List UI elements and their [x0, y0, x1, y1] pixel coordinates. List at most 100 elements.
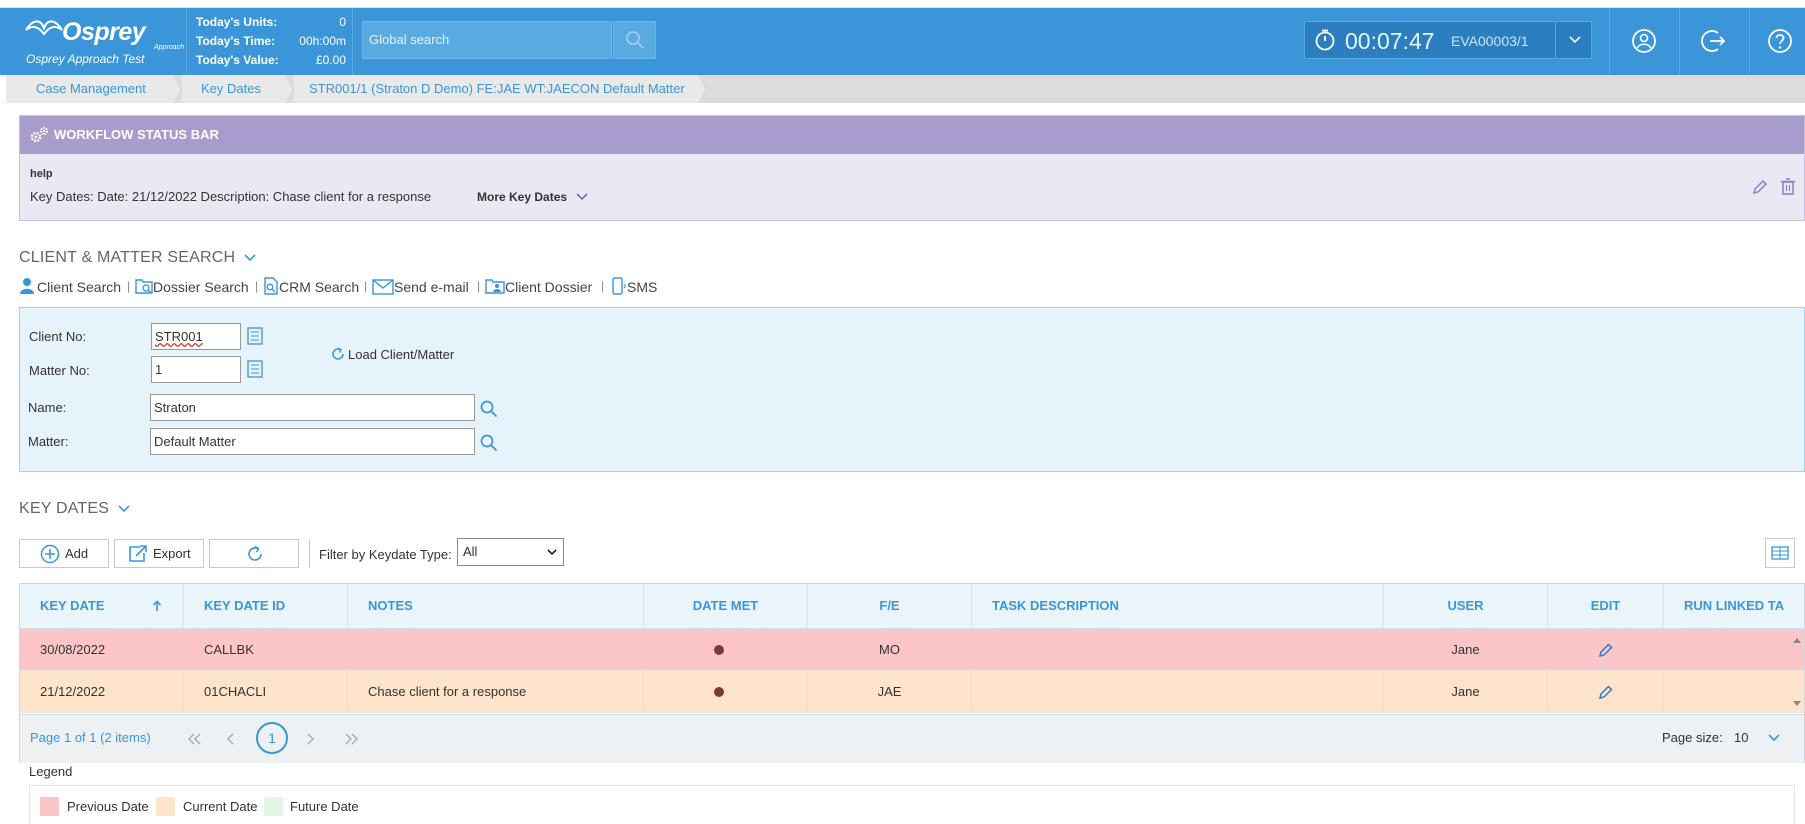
column-header-key-date[interactable]: KEY DATE	[20, 584, 184, 628]
next-page-icon[interactable]	[306, 733, 314, 745]
cell-date-met	[644, 671, 808, 713]
more-key-dates-dropdown[interactable]: More Key Dates	[477, 190, 588, 204]
table-row[interactable]: 30/08/2022 CALLBK MO Jane	[20, 629, 1804, 671]
load-client-matter-button[interactable]: Load Client/Matter	[331, 347, 454, 362]
breadcrumb-case-management[interactable]: Case Management	[6, 75, 173, 103]
export-button[interactable]: Export	[114, 539, 204, 568]
column-header-run-linked-task[interactable]: RUN LINKED TA	[1684, 598, 1785, 613]
client-no-input[interactable]: STR001	[151, 323, 241, 350]
breadcrumb-separator	[173, 75, 181, 103]
document-search-icon	[264, 277, 278, 295]
osprey-bird-icon	[25, 20, 63, 36]
column-header-task-description[interactable]: TASK DESCRIPTION	[972, 584, 1384, 628]
client-search-label: Client Search	[37, 279, 122, 295]
send-email-link[interactable]: Send e-mail	[372, 277, 469, 297]
chevron-down-icon	[118, 505, 130, 513]
keydate-type-select[interactable]: All	[457, 538, 564, 566]
table-row[interactable]: 21/12/2022 01CHACLI Chase client for a r…	[20, 671, 1804, 713]
previous-page-icon[interactable]	[227, 733, 235, 745]
breadcrumb-separator	[285, 75, 293, 103]
logout-button[interactable]	[1679, 8, 1749, 75]
refresh-icon	[248, 545, 262, 561]
header-divider	[352, 8, 353, 75]
cell-user: Jane	[1384, 629, 1548, 671]
stat-units-value: 0	[339, 15, 346, 29]
key-dates-section-toggle[interactable]: KEY DATES	[19, 500, 130, 518]
scroll-down-icon[interactable]	[1793, 701, 1801, 707]
current-page-number: 1	[268, 730, 276, 746]
client-matter-section-title: CLIENT & MATTER SEARCH	[19, 249, 236, 266]
dossier-search-label: Dossier Search	[153, 279, 249, 295]
logout-icon	[1701, 30, 1726, 52]
legend-label-previous: Previous Date	[67, 799, 149, 814]
column-header-date-met[interactable]: DATE MET	[644, 584, 808, 628]
sms-label: SMS	[627, 279, 658, 295]
grid-vertical-scrollbar[interactable]	[1790, 629, 1804, 713]
date-met-dot-icon	[714, 645, 724, 655]
envelope-icon	[372, 279, 394, 295]
logo[interactable]: Osprey Approach Osprey Approach Test	[6, 8, 187, 75]
more-key-dates-label: More Key Dates	[477, 190, 568, 204]
column-header-notes[interactable]: NOTES	[348, 584, 644, 628]
matter-input[interactable]: Default Matter	[150, 428, 475, 455]
matter-no-label: Matter No:	[29, 363, 90, 378]
add-key-date-button[interactable]: Add	[19, 539, 109, 568]
edit-icon[interactable]	[1751, 178, 1769, 196]
cell-task-description	[972, 671, 1384, 713]
chevron-down-icon	[547, 549, 557, 556]
window-top-strip	[0, 0, 1805, 8]
name-input[interactable]: Straton	[150, 394, 475, 421]
page-size-select[interactable]: 10	[1734, 723, 1790, 753]
folder-search-icon	[135, 279, 153, 294]
scroll-up-icon[interactable]	[1793, 637, 1801, 643]
list-lookup-icon[interactable]	[247, 360, 263, 378]
column-header-edit[interactable]: EDIT	[1548, 584, 1664, 628]
client-search-link[interactable]: Client Search	[19, 277, 121, 297]
help-button[interactable]	[1749, 8, 1805, 75]
timer-value: 00:07:47	[1345, 28, 1435, 54]
client-matter-panel: Client No: STR001 Matter No: 1 Load Clie…	[19, 307, 1805, 472]
plus-circle-icon	[40, 544, 60, 564]
list-lookup-icon[interactable]	[247, 327, 263, 345]
edit-icon[interactable]	[1598, 642, 1614, 658]
last-page-icon[interactable]	[344, 733, 358, 745]
edit-icon[interactable]	[1598, 684, 1614, 700]
matter-no-input[interactable]: 1	[151, 356, 241, 383]
cell-edit	[1548, 629, 1664, 671]
column-header-key-date-id[interactable]: KEY DATE ID	[184, 584, 348, 628]
client-matter-section-toggle[interactable]: CLIENT & MATTER SEARCH	[19, 249, 256, 267]
page-button-1[interactable]: 1	[256, 722, 288, 754]
chevron-down-icon	[244, 254, 256, 262]
workflow-header[interactable]: WORKFLOW STATUS BAR	[20, 116, 1804, 154]
breadcrumb-matter[interactable]: STR001/1 (Straton D Demo) FE:JAE WT:JAEC…	[294, 75, 698, 103]
column-header-user[interactable]: USER	[1384, 584, 1548, 628]
toolbar-separator: |	[255, 279, 259, 293]
logo-subtext: Approach	[154, 44, 184, 51]
sms-link[interactable]: SMS	[611, 277, 657, 297]
load-client-matter-label: Load Client/Matter	[348, 347, 455, 362]
toolbar-separator: |	[477, 279, 481, 293]
column-header-fe[interactable]: F/E	[808, 584, 972, 628]
user-profile-button[interactable]	[1609, 8, 1679, 75]
client-dossier-link[interactable]: Client Dossier	[485, 277, 592, 297]
refresh-button[interactable]	[209, 539, 299, 568]
stat-time-value: 00h:00m	[299, 34, 346, 48]
search-icon[interactable]	[480, 400, 498, 418]
column-chooser-button[interactable]	[1765, 538, 1795, 568]
global-search-input[interactable]: Global search	[362, 21, 612, 59]
timer-dropdown[interactable]	[1555, 22, 1594, 58]
crm-search-link[interactable]: CRM Search	[263, 277, 359, 297]
cell-run-linked-task	[1664, 671, 1804, 713]
first-page-icon[interactable]	[188, 733, 202, 745]
cell-user: Jane	[1384, 671, 1548, 713]
cell-notes	[348, 629, 644, 671]
time-recorder[interactable]: 00:07:47 EVA00003/1	[1304, 21, 1592, 59]
dossier-search-link[interactable]: Dossier Search	[135, 277, 249, 297]
app-caption: Osprey Approach Test	[26, 52, 145, 66]
search-icon[interactable]	[480, 434, 498, 452]
global-search-button[interactable]	[613, 21, 656, 59]
matter-label: Matter:	[28, 434, 69, 449]
cell-edit	[1548, 671, 1664, 713]
delete-icon[interactable]	[1780, 178, 1796, 196]
breadcrumb-key-dates[interactable]: Key Dates	[182, 75, 285, 103]
